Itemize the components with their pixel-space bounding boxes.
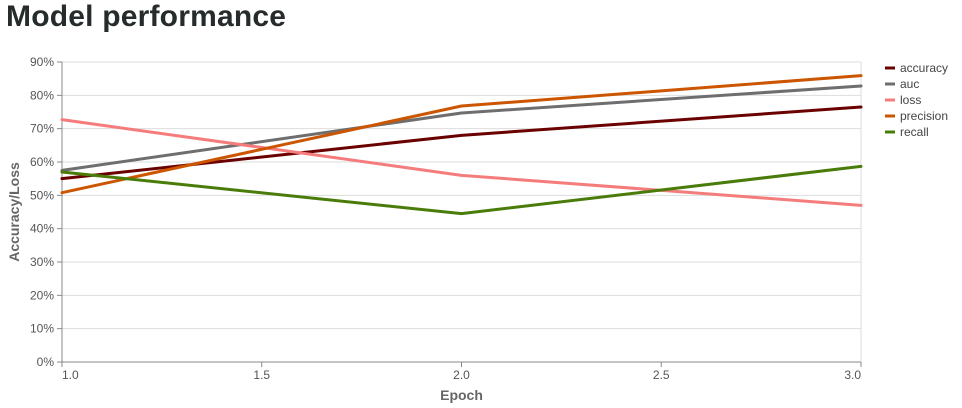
y-tick-label: 10% (30, 322, 54, 336)
x-tick-label: 1.5 (253, 368, 270, 382)
x-tick-label: 2.5 (653, 368, 670, 382)
y-axis-title: Accuracy/Loss (6, 162, 22, 262)
y-tick-label: 30% (30, 255, 54, 269)
chart-title: Model performance (6, 0, 287, 33)
legend-label-loss: loss (900, 93, 921, 107)
legend: accuracy auc loss precision recall (885, 61, 948, 139)
gridlines (62, 61, 861, 363)
y-tick-label: 70% (30, 122, 54, 136)
series-line-auc (60, 84, 863, 172)
legend-label-recall: recall (900, 125, 929, 139)
series-line-loss (60, 118, 863, 207)
y-tick-label: 50% (30, 188, 54, 202)
x-axis-title: Epoch (440, 387, 483, 403)
y-axis-ticks: 0% 10% 20% 30% 40% 50% 60% 70% 80% 90% (30, 55, 62, 369)
series-line-precision (60, 74, 863, 195)
plot-frame (61, 62, 862, 363)
series-lines (60, 74, 863, 216)
y-tick-label: 60% (30, 155, 54, 169)
legend-label-auc: auc (900, 77, 919, 91)
x-tick-label: 3.0 (844, 368, 861, 382)
y-tick-label: 20% (30, 288, 54, 302)
y-tick-label: 80% (30, 88, 54, 102)
x-tick-label: 1.0 (62, 368, 79, 382)
y-tick-label: 90% (30, 55, 54, 69)
x-tick-label: 2.0 (453, 368, 470, 382)
series-line-recall (60, 164, 863, 216)
legend-label-precision: precision (900, 109, 948, 123)
legend-label-accuracy: accuracy (900, 61, 948, 75)
y-tick-label: 0% (37, 355, 55, 369)
y-tick-label: 40% (30, 222, 54, 236)
x-axis-ticks: 1.0 1.5 2.0 2.5 3.0 (61, 362, 862, 382)
